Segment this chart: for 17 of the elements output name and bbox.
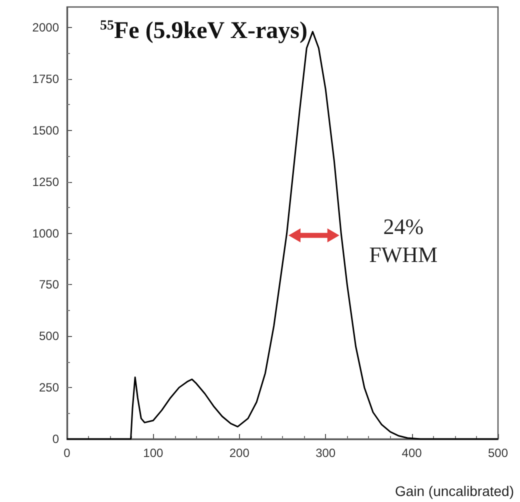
x-tick-label: 200 xyxy=(229,446,250,460)
x-tick-label: 300 xyxy=(316,446,336,460)
y-tick-label: 2000 xyxy=(32,20,60,35)
y-tick-label: 500 xyxy=(38,329,60,344)
y-tick-label: 1250 xyxy=(32,174,60,189)
y-tick-label: 1500 xyxy=(32,123,60,138)
x-tick-label: 500 xyxy=(488,446,508,460)
y-tick-label: 1750 xyxy=(32,72,60,86)
x-axis-title: Gain (uncalibrated) xyxy=(394,483,514,499)
y-tick-label: 250 xyxy=(38,380,60,395)
annotation: 24% FWHM xyxy=(369,214,438,267)
y-tick-label: 0 xyxy=(52,432,60,446)
y-tick-label: 1000 xyxy=(32,226,60,240)
x-tick-label: 0 xyxy=(64,446,71,460)
x-tick-label: 400 xyxy=(402,446,422,460)
x-tick-label: 100 xyxy=(143,446,164,460)
y-tick-label: 750 xyxy=(38,278,60,292)
